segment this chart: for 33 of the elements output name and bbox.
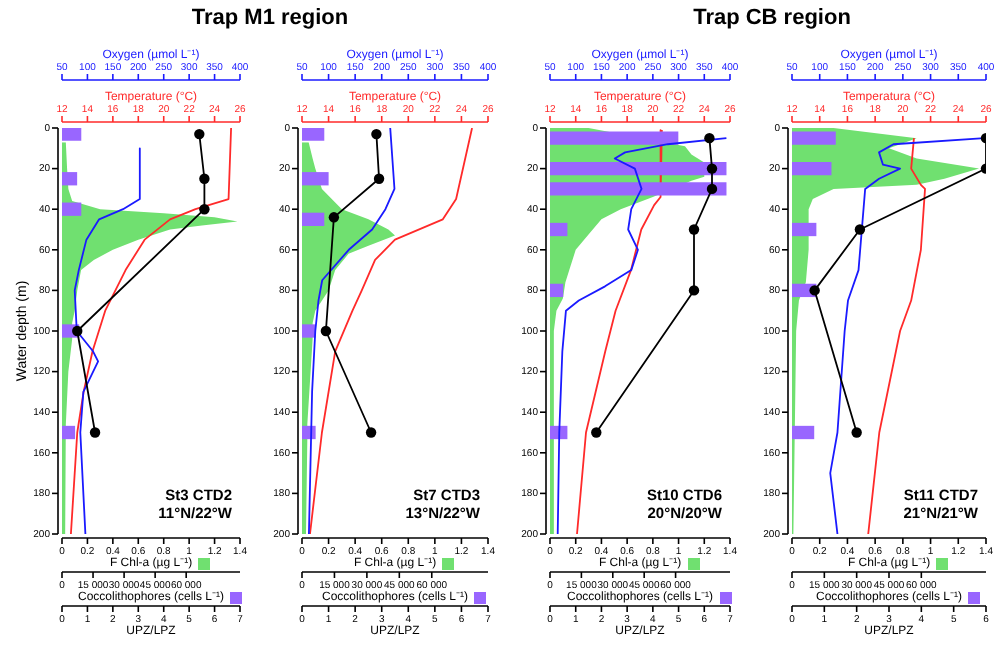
bar bbox=[302, 128, 325, 141]
point bbox=[688, 285, 700, 296]
point bbox=[373, 173, 385, 184]
point bbox=[591, 427, 602, 438]
point bbox=[199, 204, 210, 215]
bar bbox=[550, 222, 568, 237]
point bbox=[199, 173, 210, 184]
bar bbox=[302, 212, 325, 227]
point bbox=[706, 183, 718, 195]
bar bbox=[550, 283, 564, 298]
point bbox=[688, 224, 700, 235]
bar bbox=[792, 161, 832, 176]
bar bbox=[792, 425, 815, 440]
point bbox=[704, 132, 715, 144]
point bbox=[706, 163, 718, 174]
bar bbox=[550, 131, 679, 145]
point bbox=[809, 285, 820, 296]
point bbox=[72, 325, 83, 337]
bar bbox=[550, 182, 727, 196]
point bbox=[89, 427, 101, 438]
point bbox=[194, 128, 205, 140]
point bbox=[854, 224, 866, 235]
point bbox=[320, 325, 332, 337]
chart-title: Trap CB region bbox=[691, 6, 853, 30]
bar bbox=[792, 222, 817, 237]
point bbox=[328, 212, 340, 223]
point bbox=[851, 427, 862, 438]
point bbox=[365, 427, 377, 438]
chart-title: Trap M1 region bbox=[189, 6, 351, 30]
bar bbox=[302, 172, 329, 186]
point bbox=[371, 128, 382, 140]
bar bbox=[550, 161, 727, 176]
bar bbox=[792, 131, 836, 145]
